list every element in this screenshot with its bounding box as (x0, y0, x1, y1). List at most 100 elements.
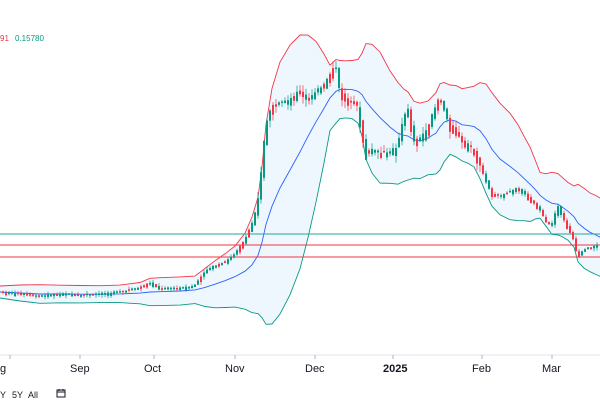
candle-body (389, 151, 391, 154)
candle-body (410, 109, 412, 132)
candle-body (458, 132, 460, 137)
time-axis-label: Nov (225, 363, 245, 375)
candle-body (368, 150, 370, 154)
candle-body (296, 91, 298, 101)
candle-body (242, 241, 244, 249)
candle-body (581, 251, 583, 256)
candle-body (149, 282, 151, 285)
candle-body (98, 293, 100, 295)
candle-body (215, 265, 217, 268)
range-button-5y[interactable]: 5Y (12, 390, 24, 400)
candle-body (356, 101, 358, 106)
candle-body (413, 125, 415, 142)
candle-body (218, 263, 220, 267)
candle-body (155, 284, 157, 288)
candle-body (491, 188, 493, 197)
candle-body (512, 190, 514, 195)
candle-body (428, 124, 430, 136)
candle-body (197, 280, 199, 285)
candle-body (227, 259, 229, 264)
candle-body (74, 294, 76, 297)
candle-body (224, 261, 226, 263)
candle-body (56, 293, 58, 296)
candle-body (452, 125, 454, 134)
candle-body (398, 137, 400, 148)
calendar-icon[interactable] (56, 388, 66, 398)
candle-body (362, 120, 364, 143)
candle-body (92, 294, 94, 296)
candle-body (386, 152, 388, 158)
candle-body (182, 287, 184, 289)
candle-body (455, 127, 457, 136)
candle-body (101, 292, 103, 295)
candle-body (185, 286, 187, 290)
candle-body (302, 91, 304, 97)
candle-body (485, 173, 487, 183)
candle-body (293, 96, 295, 101)
candle-body (83, 294, 85, 296)
candle-body (557, 206, 559, 216)
candle-body (560, 206, 562, 215)
candle-body (596, 244, 598, 248)
candle-body (167, 287, 169, 290)
candle-body (188, 286, 190, 289)
candle-body (320, 87, 322, 94)
candle-body (359, 107, 361, 128)
candle-body (521, 189, 523, 194)
candle-body (305, 94, 307, 100)
candles (2, 61, 598, 300)
candle-body (281, 101, 283, 103)
candle-body (524, 191, 526, 195)
candle-body (176, 288, 178, 290)
candle-body (383, 150, 385, 153)
range-button-all[interactable]: All (28, 390, 39, 400)
candle-body (317, 88, 319, 93)
candle-body (464, 140, 466, 148)
candle-body (470, 145, 472, 148)
candle-body (401, 123, 403, 142)
candle-body (20, 293, 22, 295)
candle-body (416, 138, 418, 147)
candle-body (533, 200, 535, 204)
candle-body (86, 293, 88, 296)
range-button-y[interactable]: Y (0, 390, 7, 400)
candle-body (506, 192, 508, 195)
candle-body (566, 220, 568, 230)
candle-body (41, 295, 43, 297)
horizontal-levels (0, 233, 600, 258)
candle-body (431, 114, 433, 127)
time-axis-label: Oct (144, 363, 161, 375)
candle-body (497, 194, 499, 196)
candle-body (338, 67, 340, 88)
candle-body (119, 291, 121, 293)
candle-body (272, 104, 274, 115)
candle-body (230, 256, 232, 260)
candle-body (266, 120, 268, 146)
candle-body (578, 251, 580, 257)
time-axis-label: Dec (305, 363, 325, 375)
legend-lower-band-value: 0.15780 (15, 34, 44, 43)
candle-body (449, 118, 451, 132)
candle-body (251, 222, 253, 232)
candle-body (248, 229, 250, 238)
candle-body (545, 216, 547, 223)
candle-body (395, 148, 397, 156)
candle-body (536, 203, 538, 209)
candle-body (572, 232, 574, 240)
candle-body (554, 213, 556, 225)
candle-body (257, 198, 259, 216)
candle-body (29, 294, 31, 296)
candle-body (515, 188, 517, 193)
candle-body (323, 83, 325, 89)
candle-body (173, 287, 175, 290)
range-toolbar: Y 5Y All (0, 385, 600, 400)
candle-body (50, 294, 52, 297)
candle-body (284, 100, 286, 103)
candle-body (77, 294, 79, 296)
candle-body (221, 262, 223, 266)
candle-body (407, 108, 409, 118)
candle-body (314, 92, 316, 100)
candle-body (563, 213, 565, 221)
time-axis-label: Feb (472, 363, 491, 375)
